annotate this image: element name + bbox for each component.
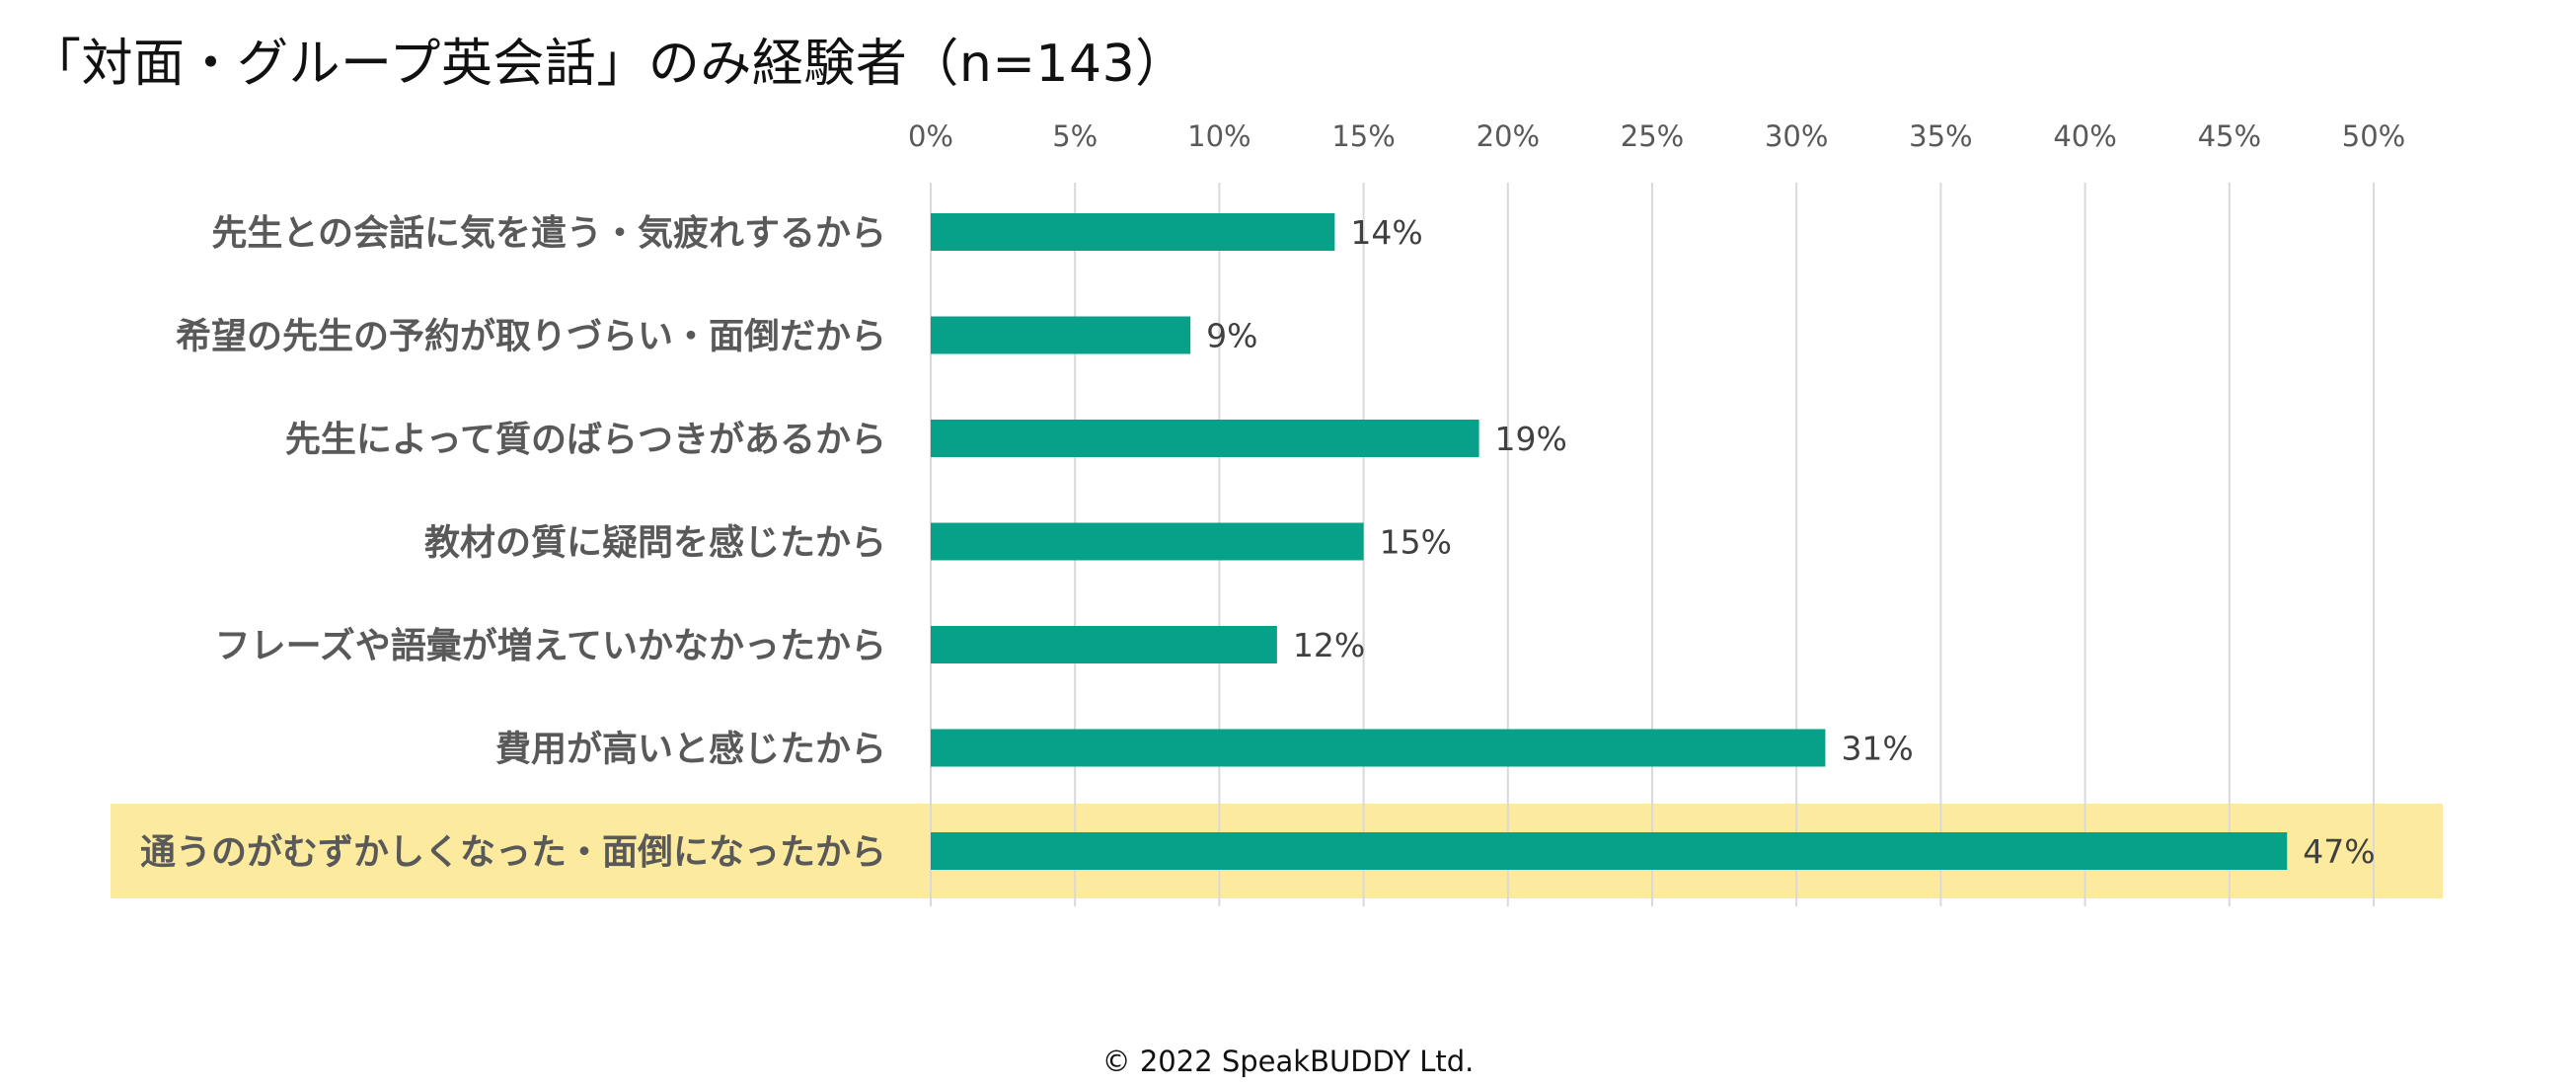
x-tick-label: 30% — [1765, 119, 1828, 153]
x-tick-label: 35% — [1909, 119, 1972, 153]
bar — [931, 420, 1479, 457]
data-label: 31% — [1841, 730, 1913, 768]
data-label: 14% — [1350, 213, 1422, 252]
copyright-text: © 2022 SpeakBUDDY Ltd. — [1101, 1045, 1475, 1078]
category-label: 費用が高いと感じたから — [495, 730, 886, 770]
x-tick-label: 15% — [1331, 119, 1395, 153]
bar — [931, 626, 1277, 663]
tick-layer: 0% 5% 10% 15% 20% 25% 30% 35% 40% 45% 50% — [908, 119, 2405, 153]
bar — [931, 729, 1826, 767]
category-layer: 先生との会話に気を遣う・気疲れするから希望の先生の予約が取りづらい・面倒だから先… — [140, 213, 886, 873]
category-label: フレーズや語彙が増えていかなかったから — [215, 625, 886, 666]
x-tick-label: 0% — [908, 119, 953, 153]
bar — [931, 832, 2288, 870]
grid-layer — [930, 183, 2375, 906]
category-label: 教材の質に疑問を感じたから — [424, 523, 886, 564]
data-label: 15% — [1380, 523, 1452, 562]
bar-layer — [931, 213, 2288, 870]
x-tick-label: 20% — [1477, 119, 1540, 153]
data-label: 12% — [1293, 626, 1365, 664]
category-label: 通うのがむずかしくなった・面倒になったから — [140, 832, 886, 873]
x-tick-label: 40% — [2053, 119, 2116, 153]
x-tick-label: 50% — [2342, 119, 2405, 153]
data-label: 9% — [1206, 317, 1257, 355]
value-label-layer: 14% 9% 19% 15% 12% 31% 47% — [1206, 213, 2375, 871]
x-tick-label: 45% — [2198, 119, 2261, 153]
x-tick-label: 10% — [1187, 119, 1250, 153]
page-title: 「対面・グループ英会話」のみ経験者（n=143） — [30, 35, 1187, 94]
category-label: 先生との会話に気を遣う・気疲れするから — [211, 213, 886, 254]
x-tick-label: 25% — [1621, 119, 1684, 153]
bar — [931, 522, 1364, 561]
bar — [931, 316, 1191, 354]
data-label: 19% — [1495, 420, 1567, 458]
category-label: 先生によって質のばらつきがあるから — [285, 420, 886, 460]
x-tick-label: 5% — [1052, 119, 1098, 153]
data-label: 47% — [2303, 832, 2375, 871]
category-label: 希望の先生の予約が取りづらい・面倒だから — [176, 317, 886, 357]
bar — [931, 213, 1335, 251]
